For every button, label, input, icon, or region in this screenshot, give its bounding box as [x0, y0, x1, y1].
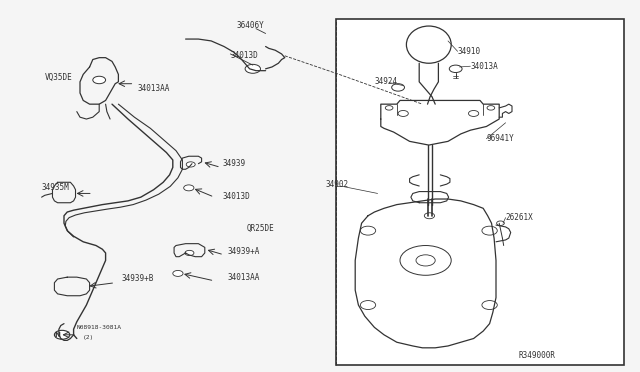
Circle shape [398, 110, 408, 116]
Circle shape [392, 84, 404, 91]
Bar [336, 19, 624, 365]
Circle shape [424, 213, 435, 219]
Circle shape [184, 185, 194, 191]
Text: 26261X: 26261X [506, 213, 533, 222]
Text: 34939+B: 34939+B [122, 274, 154, 283]
Text: 34013A: 34013A [470, 62, 498, 71]
Circle shape [416, 255, 435, 266]
Circle shape [360, 226, 376, 235]
Circle shape [185, 250, 194, 256]
Circle shape [468, 110, 479, 116]
Text: QR25DE: QR25DE [246, 224, 274, 233]
Circle shape [360, 301, 376, 310]
Text: 34902: 34902 [325, 180, 348, 189]
Circle shape [54, 330, 70, 339]
Text: 34939: 34939 [223, 158, 246, 167]
Circle shape [173, 270, 183, 276]
Circle shape [93, 76, 106, 84]
Circle shape [245, 64, 260, 73]
Text: 34013AA: 34013AA [227, 273, 260, 282]
Circle shape [186, 162, 195, 167]
Text: N: N [54, 332, 61, 338]
Circle shape [482, 226, 497, 235]
Text: 34939+A: 34939+A [227, 247, 260, 256]
Text: N08918-3081A: N08918-3081A [77, 325, 122, 330]
Text: 34910: 34910 [458, 47, 481, 56]
Text: 34013D: 34013D [223, 192, 250, 201]
Text: 34013D: 34013D [230, 51, 258, 60]
Text: 34935M: 34935M [42, 183, 69, 192]
Circle shape [482, 301, 497, 310]
Text: 34013AA: 34013AA [138, 84, 170, 93]
Text: 34924: 34924 [374, 77, 397, 86]
Ellipse shape [406, 26, 451, 63]
Text: 96941Y: 96941Y [486, 134, 514, 143]
Circle shape [400, 246, 451, 275]
Circle shape [487, 106, 495, 110]
Text: (2): (2) [83, 335, 95, 340]
Text: 36406Y: 36406Y [237, 21, 264, 30]
Circle shape [385, 106, 393, 110]
Text: R349000R: R349000R [518, 351, 556, 360]
Text: VQ35DE: VQ35DE [45, 73, 72, 82]
Circle shape [497, 221, 504, 225]
Circle shape [449, 65, 462, 73]
